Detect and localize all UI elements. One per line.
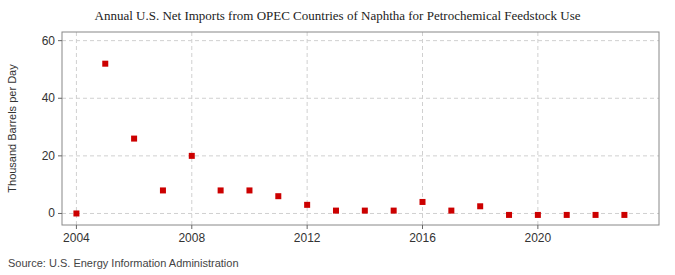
point	[391, 208, 397, 214]
x-tick-label: 2016	[409, 231, 436, 245]
x-grid-line	[191, 32, 192, 225]
y-tick	[58, 213, 62, 214]
point	[333, 208, 339, 214]
x-tick-label: 2008	[178, 231, 205, 245]
y-grid-line	[62, 40, 659, 41]
y-tick	[58, 40, 62, 41]
x-tick	[537, 225, 538, 229]
point	[506, 212, 512, 218]
y-tick-label: 40	[42, 91, 56, 105]
point	[275, 193, 281, 199]
source-note: Source: U.S. Energy Information Administ…	[8, 257, 239, 269]
plot-frame	[62, 32, 659, 225]
y-tick	[58, 155, 62, 156]
point	[218, 187, 224, 193]
x-tick-label: 2012	[294, 231, 321, 245]
point	[131, 136, 137, 142]
x-tick	[76, 225, 77, 229]
point	[73, 210, 79, 216]
x-axis: 2004 2008 2012 2016 2020	[63, 225, 551, 245]
y-tick-label: 20	[42, 149, 56, 163]
point	[535, 212, 541, 218]
y-grid-line	[62, 98, 659, 99]
point	[304, 202, 310, 208]
x-grid-line	[76, 32, 77, 225]
x-tick-label: 2004	[63, 231, 90, 245]
plot-background	[62, 32, 659, 225]
y-tick	[58, 98, 62, 99]
points	[73, 61, 627, 218]
x-tick	[191, 225, 192, 229]
point	[593, 212, 599, 218]
y-grid-line	[62, 155, 659, 156]
x-tick	[422, 225, 423, 229]
point	[160, 187, 166, 193]
point	[420, 199, 426, 205]
x-tick	[307, 225, 308, 229]
point	[102, 61, 108, 67]
point	[564, 212, 570, 218]
x-grid-line	[537, 32, 538, 225]
point	[246, 187, 252, 193]
point	[362, 208, 368, 214]
y-tick-label: 60	[42, 34, 56, 48]
y-tick-label: 0	[48, 206, 55, 220]
chart-svg: 2004 2008 2012 2016 2020 0 20 40 60 Thousand Barr…	[0, 0, 675, 275]
x-grid-line	[422, 32, 423, 225]
x-tick-label: 2020	[525, 231, 552, 245]
chart-title: Annual U.S. Net Imports from OPEC Countr…	[95, 8, 581, 23]
y-axis-label: Thousand Barrels per Day	[6, 64, 18, 193]
point	[621, 212, 627, 218]
point	[477, 203, 483, 209]
point	[448, 208, 454, 214]
point	[189, 153, 195, 159]
chart-container: 2004 2008 2012 2016 2020 0 20 40 60 Thousand Barr…	[0, 0, 675, 275]
x-grid-line	[307, 32, 308, 225]
grid	[62, 32, 659, 225]
y-axis: 0 20 40 60	[42, 34, 62, 221]
